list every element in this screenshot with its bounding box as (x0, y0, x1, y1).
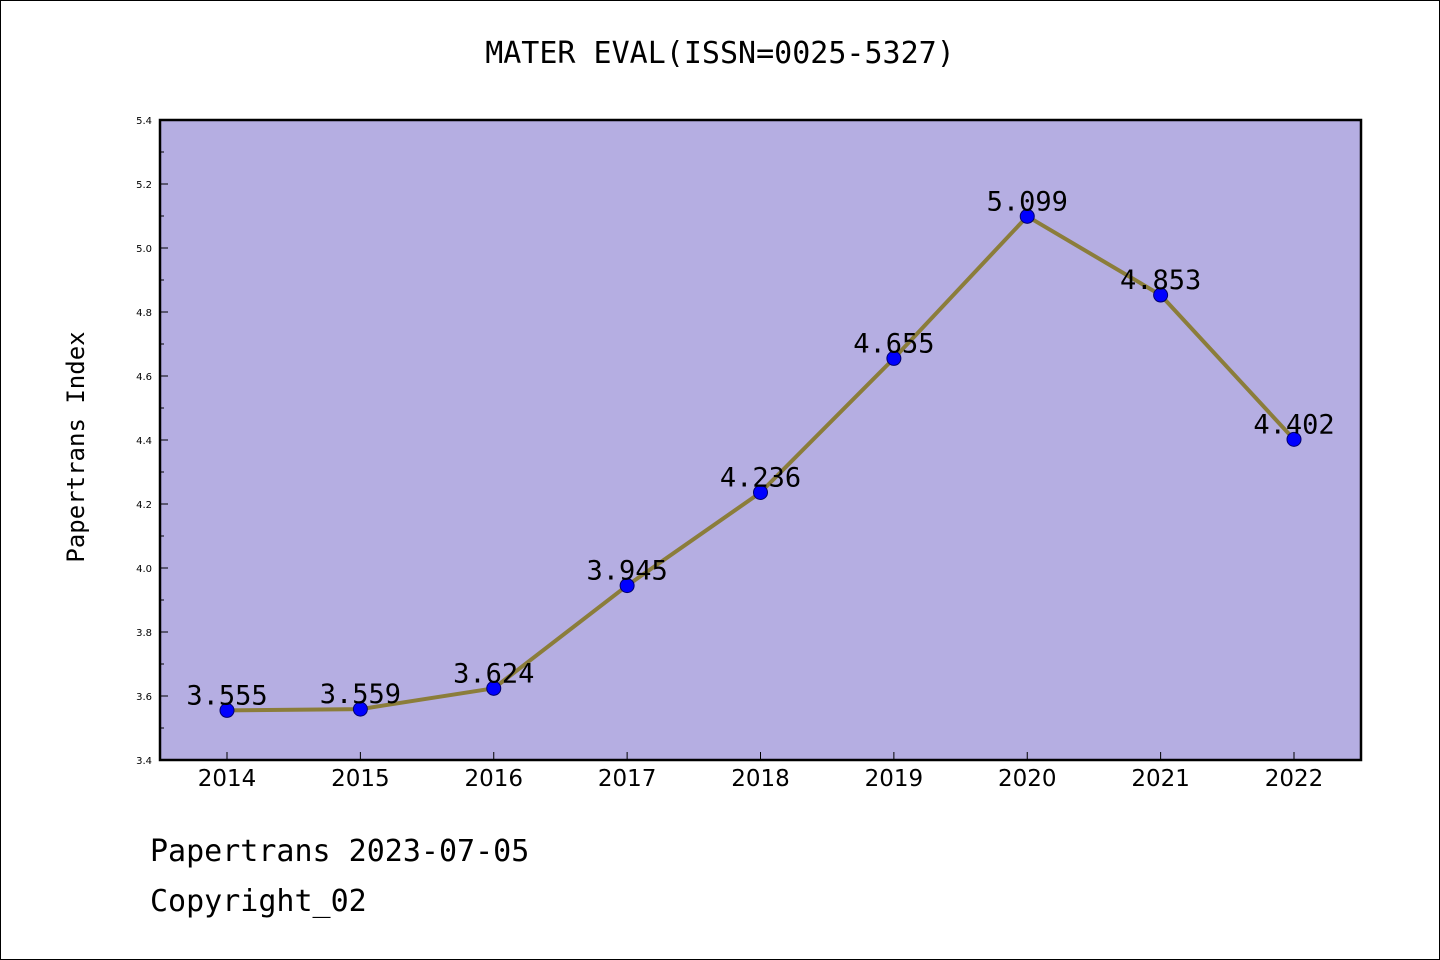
y-tick-label: 3.4 (136, 756, 152, 767)
data-point (619, 578, 635, 594)
plot-border (158, 118, 1363, 762)
y-tick-label: 3.6 (136, 692, 152, 703)
data-point (219, 702, 235, 718)
y-tick-label: 4.8 (136, 308, 152, 319)
y-tick-label: 5.0 (136, 244, 152, 255)
data-label: 3.624 (453, 658, 534, 689)
data-label: 4.853 (1120, 265, 1201, 296)
data-label: 4.236 (720, 462, 801, 493)
x-tick-label: 2019 (865, 766, 924, 792)
x-tick-label: 2020 (998, 766, 1057, 792)
data-label: 3.945 (586, 556, 667, 587)
x-tick-label: 2017 (598, 766, 657, 792)
data-point (886, 350, 902, 366)
data-label: 3.555 (186, 680, 267, 711)
y-tick-label: 5.4 (136, 116, 152, 127)
data-point (1153, 287, 1169, 303)
footer-date: Papertrans 2023-07-05 (150, 834, 530, 869)
x-tick-label: 2022 (1265, 766, 1324, 792)
plot-background (160, 120, 1361, 760)
y-tick-label: 4.2 (136, 500, 152, 511)
data-point (352, 701, 368, 717)
data-point (1019, 208, 1035, 224)
footer-copyright: Copyright_02 (150, 884, 367, 919)
y-tick-label: 4.0 (136, 564, 152, 575)
x-tick-label: 2015 (331, 766, 390, 792)
y-tick-label: 4.6 (136, 372, 152, 383)
data-label: 3.559 (320, 679, 401, 710)
data-label: 4.655 (853, 328, 934, 359)
chart-title: MATER EVAL(ISSN=0025-5327) (485, 36, 955, 71)
data-point (753, 484, 768, 500)
y-tick-label: 5.2 (136, 180, 152, 191)
data-point (486, 680, 502, 696)
y-tick-label: 3.8 (136, 628, 152, 639)
y-tick-label: 4.4 (136, 436, 152, 447)
data-label: 4.402 (1253, 409, 1334, 440)
x-tick-label: 2018 (731, 766, 790, 792)
data-point (1286, 431, 1302, 447)
data-label: 5.099 (987, 186, 1068, 217)
x-tick-label: 2016 (464, 766, 523, 792)
x-tick-label: 2014 (198, 766, 257, 792)
x-tick-label: 2021 (1131, 766, 1190, 792)
